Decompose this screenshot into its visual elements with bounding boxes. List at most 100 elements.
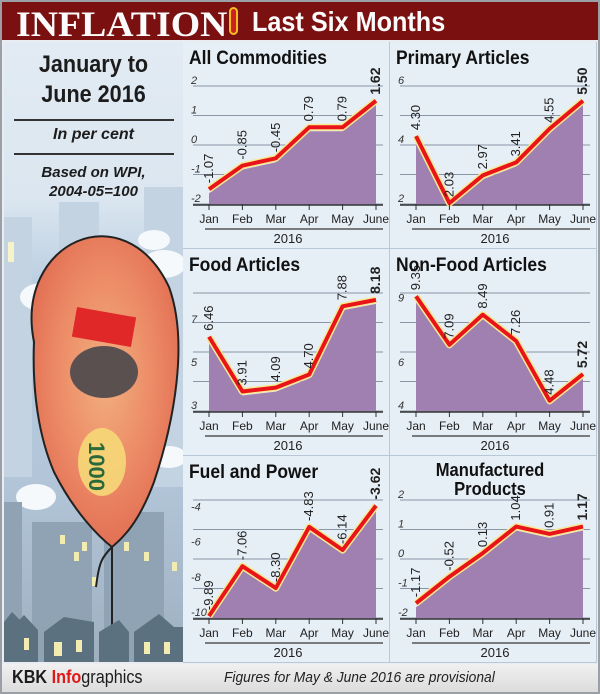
x-tick-label: Feb — [232, 626, 253, 640]
x-tick-label: Jan — [199, 626, 218, 640]
chart-svg: -2 -1 0 1 2 Jan Feb Mar Apr May June 2016 -1.07 -0.85… — [190, 67, 389, 246]
chart-svg: 4 6 9 Jan Feb Mar Apr May June 2016 9.35 7.09 8.49 7.… — [398, 265, 596, 453]
data-line — [207, 297, 377, 394]
y-tick-label: 2 — [190, 75, 197, 87]
brand-logo: KBK Infographics — [12, 667, 143, 688]
separator-pill-icon — [229, 7, 238, 35]
chart-manufactured-products: -2 -1 0 1 2 Jan Feb Mar Apr May June 2016 -1.17 -0.52… — [390, 456, 597, 663]
value-label: -9.89 — [201, 580, 216, 610]
chart-fuel-and-power: -10 -8 -6 -4 Jan Feb Mar Apr May June 2016 -9.89 -7.… — [183, 456, 390, 663]
x-tick-label: June — [363, 212, 389, 226]
main-title: INFLATION — [16, 4, 228, 44]
basis-line-1: Based on WPI, — [41, 164, 146, 181]
divider — [14, 119, 174, 121]
area-fill — [416, 104, 583, 208]
brand-highlight: Info — [51, 667, 82, 687]
y-tick-label: -2 — [398, 607, 408, 619]
y-tick-label: 7 — [191, 314, 198, 326]
y-tick-label: 6 — [398, 357, 405, 369]
area-fill — [209, 303, 376, 411]
provisional-note: Figures for May & June 2016 are provisio… — [224, 669, 495, 686]
x-tick-label: Apr — [300, 626, 319, 640]
x-tick-label: June — [570, 212, 596, 226]
y-tick-label: 1 — [191, 105, 197, 117]
x-tick-label: Feb — [439, 419, 460, 433]
x-tick-label: Feb — [232, 212, 253, 226]
value-label: 2.03 — [441, 172, 456, 197]
footer: KBK Infographics Figures for May & June … — [2, 664, 598, 692]
value-label: -1.17 — [408, 568, 423, 598]
x-tick-label: Jan — [406, 212, 425, 226]
brand-suffix: graphics — [81, 667, 143, 687]
subtitle: Last Six Months — [252, 6, 446, 37]
y-tick-label: 6 — [398, 75, 405, 87]
x-tick-label: June — [570, 419, 596, 433]
x-tick-label: Feb — [232, 419, 253, 433]
chart-title: Food Articles — [189, 255, 301, 276]
x-axis-label: 2016 — [481, 438, 510, 453]
value-label: 7.09 — [441, 313, 456, 338]
period-line-2: June 2016 — [41, 81, 146, 108]
y-tick-label: 0 — [398, 548, 405, 560]
chart-title: All Commodities — [189, 48, 327, 69]
value-label: 0.79 — [335, 96, 350, 121]
value-label: -7.06 — [234, 531, 249, 561]
y-tick-label: -1 — [398, 578, 408, 590]
area-fill — [209, 509, 376, 621]
sidebar-panel: 1000 January to June 2016 In per cent Ba… — [4, 42, 183, 662]
area-fill — [416, 300, 583, 411]
value-label: 5.72 — [574, 341, 590, 368]
x-tick-label: Mar — [265, 419, 286, 433]
x-tick-label: May — [538, 626, 561, 640]
value-label: -0.85 — [234, 130, 249, 160]
chart-title: Non-Food Articles — [396, 255, 547, 276]
area-fill — [416, 530, 583, 618]
period-line-1: January to — [38, 51, 149, 78]
y-tick-label: 4 — [398, 134, 404, 146]
data-line — [414, 99, 585, 206]
data-line — [207, 99, 378, 191]
chart-svg: -2 -1 0 1 2 Jan Feb Mar Apr May June 2016 -1.17 -0.52… — [397, 489, 596, 660]
chart-svg: 3 5 7 Jan Feb Mar Apr May June 2016 6.46 3.91 4.09 4.… — [191, 266, 389, 453]
value-label: 0.91 — [542, 503, 557, 528]
x-tick-label: Mar — [265, 212, 286, 226]
chart-food-articles: 3 5 7 Jan Feb Mar Apr May June 2016 6.46 3.91 4.09 4.… — [183, 249, 390, 456]
chart-title: Fuel and Power — [189, 462, 319, 483]
x-tick-label: Mar — [472, 419, 493, 433]
value-label: -4.83 — [301, 491, 316, 521]
x-axis-label: 2016 — [481, 645, 510, 660]
y-tick-label: 9 — [398, 293, 404, 305]
y-tick-label: 5 — [191, 357, 198, 369]
divider — [14, 153, 174, 155]
y-tick-label: -1 — [191, 164, 201, 176]
x-axis-label: 2016 — [274, 231, 303, 246]
value-label: 1.17 — [574, 493, 590, 520]
x-tick-label: June — [363, 626, 389, 640]
x-tick-label: May — [331, 419, 354, 433]
y-tick-label: 2 — [397, 193, 404, 205]
chart-svg: -10 -8 -6 -4 Jan Feb Mar Apr May June 2016 -9.89 -7.… — [191, 468, 389, 660]
x-tick-label: Apr — [300, 419, 319, 433]
y-tick-label: 1 — [398, 519, 404, 531]
x-tick-label: May — [331, 212, 354, 226]
y-tick-label: -8 — [191, 572, 202, 584]
city-balloon-illustration: 1000 — [4, 187, 183, 662]
x-axis-label: 2016 — [274, 438, 303, 453]
x-axis-label: 2016 — [274, 645, 303, 660]
y-tick-label: 3 — [191, 400, 198, 412]
x-tick-label: June — [570, 626, 596, 640]
x-tick-label: Mar — [472, 212, 493, 226]
x-tick-label: May — [538, 212, 561, 226]
value-label: 6.46 — [201, 305, 216, 330]
y-tick-label: -6 — [191, 537, 202, 549]
x-tick-label: Mar — [472, 626, 493, 640]
x-tick-label: Feb — [439, 626, 460, 640]
value-label: 8.18 — [367, 266, 383, 293]
x-tick-label: Jan — [199, 419, 218, 433]
header-banner: INFLATION Last Six Months — [2, 2, 598, 44]
y-tick-label: -10 — [191, 607, 208, 619]
x-tick-label: Jan — [199, 212, 218, 226]
svg-text:1000: 1000 — [84, 442, 109, 491]
chart-title: Manufactured Products — [435, 460, 545, 499]
x-tick-label: June — [363, 419, 389, 433]
